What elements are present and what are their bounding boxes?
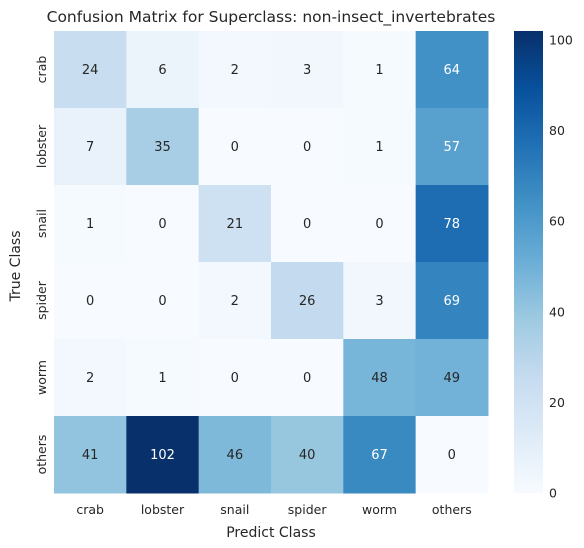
heatmap-cell xyxy=(198,416,272,494)
y-tick-label: worm xyxy=(34,360,49,395)
heatmap-cell xyxy=(126,416,200,494)
heatmap-cell xyxy=(198,262,272,340)
colorbar-tick-label: 60 xyxy=(549,214,565,229)
cell-value: 40 xyxy=(299,448,316,463)
heatmap-cell xyxy=(415,262,489,340)
x-tick-label: spider xyxy=(288,502,328,517)
x-tick-labels: crab lobster snail spider worm others xyxy=(76,502,471,517)
y-tick-label: crab xyxy=(34,56,49,84)
cell-value: 0 xyxy=(448,448,456,463)
cell-value: 35 xyxy=(154,140,171,155)
cell-value: 21 xyxy=(227,217,244,232)
cell-value: 0 xyxy=(375,217,383,232)
colorbar-tick-label: 20 xyxy=(549,395,565,410)
cell-value: 48 xyxy=(371,371,388,386)
y-tick-label: spider xyxy=(34,280,49,320)
heatmap-cell xyxy=(198,339,272,417)
cell-value: 3 xyxy=(375,294,383,309)
cell-value: 1 xyxy=(375,63,383,78)
cell-value: 3 xyxy=(303,63,311,78)
heatmap-cell xyxy=(126,31,200,109)
cell-value: 1 xyxy=(86,217,94,232)
chart-title: Confusion Matrix for Superclass: non-ins… xyxy=(47,8,496,27)
heatmap-cell xyxy=(343,31,417,109)
heatmap-cell xyxy=(54,339,127,417)
y-tick-label: others xyxy=(34,435,49,475)
cell-value: 0 xyxy=(303,371,311,386)
heatmap-cell xyxy=(270,108,344,186)
heatmap-cell xyxy=(54,262,127,340)
cell-value: 0 xyxy=(303,140,311,155)
cell-value: 6 xyxy=(158,63,166,78)
heatmap-cell xyxy=(270,31,344,109)
colorbar xyxy=(514,31,543,493)
heatmap-cell xyxy=(126,108,200,186)
heatmap-cell xyxy=(54,185,127,263)
y-tick-label: snail xyxy=(34,209,49,238)
cell-value: 2 xyxy=(231,63,239,78)
heatmap-cell xyxy=(415,339,489,417)
heatmap-cell xyxy=(198,108,272,186)
x-tick-label: others xyxy=(432,502,472,517)
colorbar-tick-label: 80 xyxy=(549,123,565,138)
cell-value: 0 xyxy=(303,217,311,232)
x-tick-label: crab xyxy=(76,502,104,517)
heatmap-cell xyxy=(343,339,417,417)
cell-value: 7 xyxy=(86,140,94,155)
heatmap-cell xyxy=(198,185,272,263)
cell-value: 67 xyxy=(371,448,388,463)
cell-value: 57 xyxy=(444,140,461,155)
cell-value: 0 xyxy=(86,294,94,309)
heatmap-cell xyxy=(54,416,127,494)
heatmap-cell xyxy=(270,185,344,263)
cell-value: 69 xyxy=(444,294,461,309)
cell-value: 102 xyxy=(150,448,175,463)
colorbar-tick-label: 40 xyxy=(549,304,565,319)
heatmap-cell xyxy=(415,108,489,186)
cell-value: 1 xyxy=(375,140,383,155)
y-tick-label: lobster xyxy=(34,124,49,168)
heatmap-cell xyxy=(270,262,344,340)
cell-value: 24 xyxy=(82,63,99,78)
heatmap-cell xyxy=(126,185,200,263)
heatmap-cell xyxy=(343,416,417,494)
heatmap-cell xyxy=(343,185,417,263)
x-tick-label: snail xyxy=(220,502,249,517)
cell-value: 49 xyxy=(444,371,461,386)
heatmap-cell xyxy=(343,108,417,186)
cell-value: 41 xyxy=(82,448,99,463)
heatmap-cells: 24 6 2 3 1 647 35 0 0 1 571 0 21 0 0 780 0 2 26 3 692 1 0 0 48 49… xyxy=(54,31,489,494)
heatmap-cell xyxy=(415,185,489,263)
x-tick-label: lobster xyxy=(141,502,185,517)
cell-value: 0 xyxy=(231,371,239,386)
cell-value: 26 xyxy=(299,294,316,309)
cell-value: 0 xyxy=(158,294,166,309)
heatmap-cell xyxy=(343,262,417,340)
cell-value: 0 xyxy=(158,217,166,232)
colorbar-tick-label: 100 xyxy=(549,33,573,48)
cell-value: 0 xyxy=(231,140,239,155)
heatmap-cell xyxy=(270,416,344,494)
colorbar-tick-label: 0 xyxy=(549,486,557,501)
heatmap-cell xyxy=(198,31,272,109)
heatmap-cell xyxy=(126,262,200,340)
x-axis-label: Predict Class xyxy=(226,525,316,541)
y-axis-label: True Class xyxy=(8,230,24,302)
cell-value: 2 xyxy=(231,294,239,309)
cell-value: 78 xyxy=(444,217,461,232)
y-tick-labels: crab lobster snail spider worm others xyxy=(34,56,49,475)
heatmap-cell xyxy=(54,108,127,186)
heatmap-cell xyxy=(270,339,344,417)
heatmap-cell xyxy=(54,31,127,109)
x-tick-label: worm xyxy=(362,502,397,517)
heatmap-cell xyxy=(415,31,489,109)
cell-value: 1 xyxy=(158,371,166,386)
cell-value: 2 xyxy=(86,371,94,386)
heatmap-cell xyxy=(126,339,200,417)
cell-value: 46 xyxy=(227,448,244,463)
cell-value: 64 xyxy=(444,63,461,78)
colorbar-ticks: 0 20 40 60 80 100 xyxy=(549,33,573,501)
heatmap-cell xyxy=(415,416,489,494)
